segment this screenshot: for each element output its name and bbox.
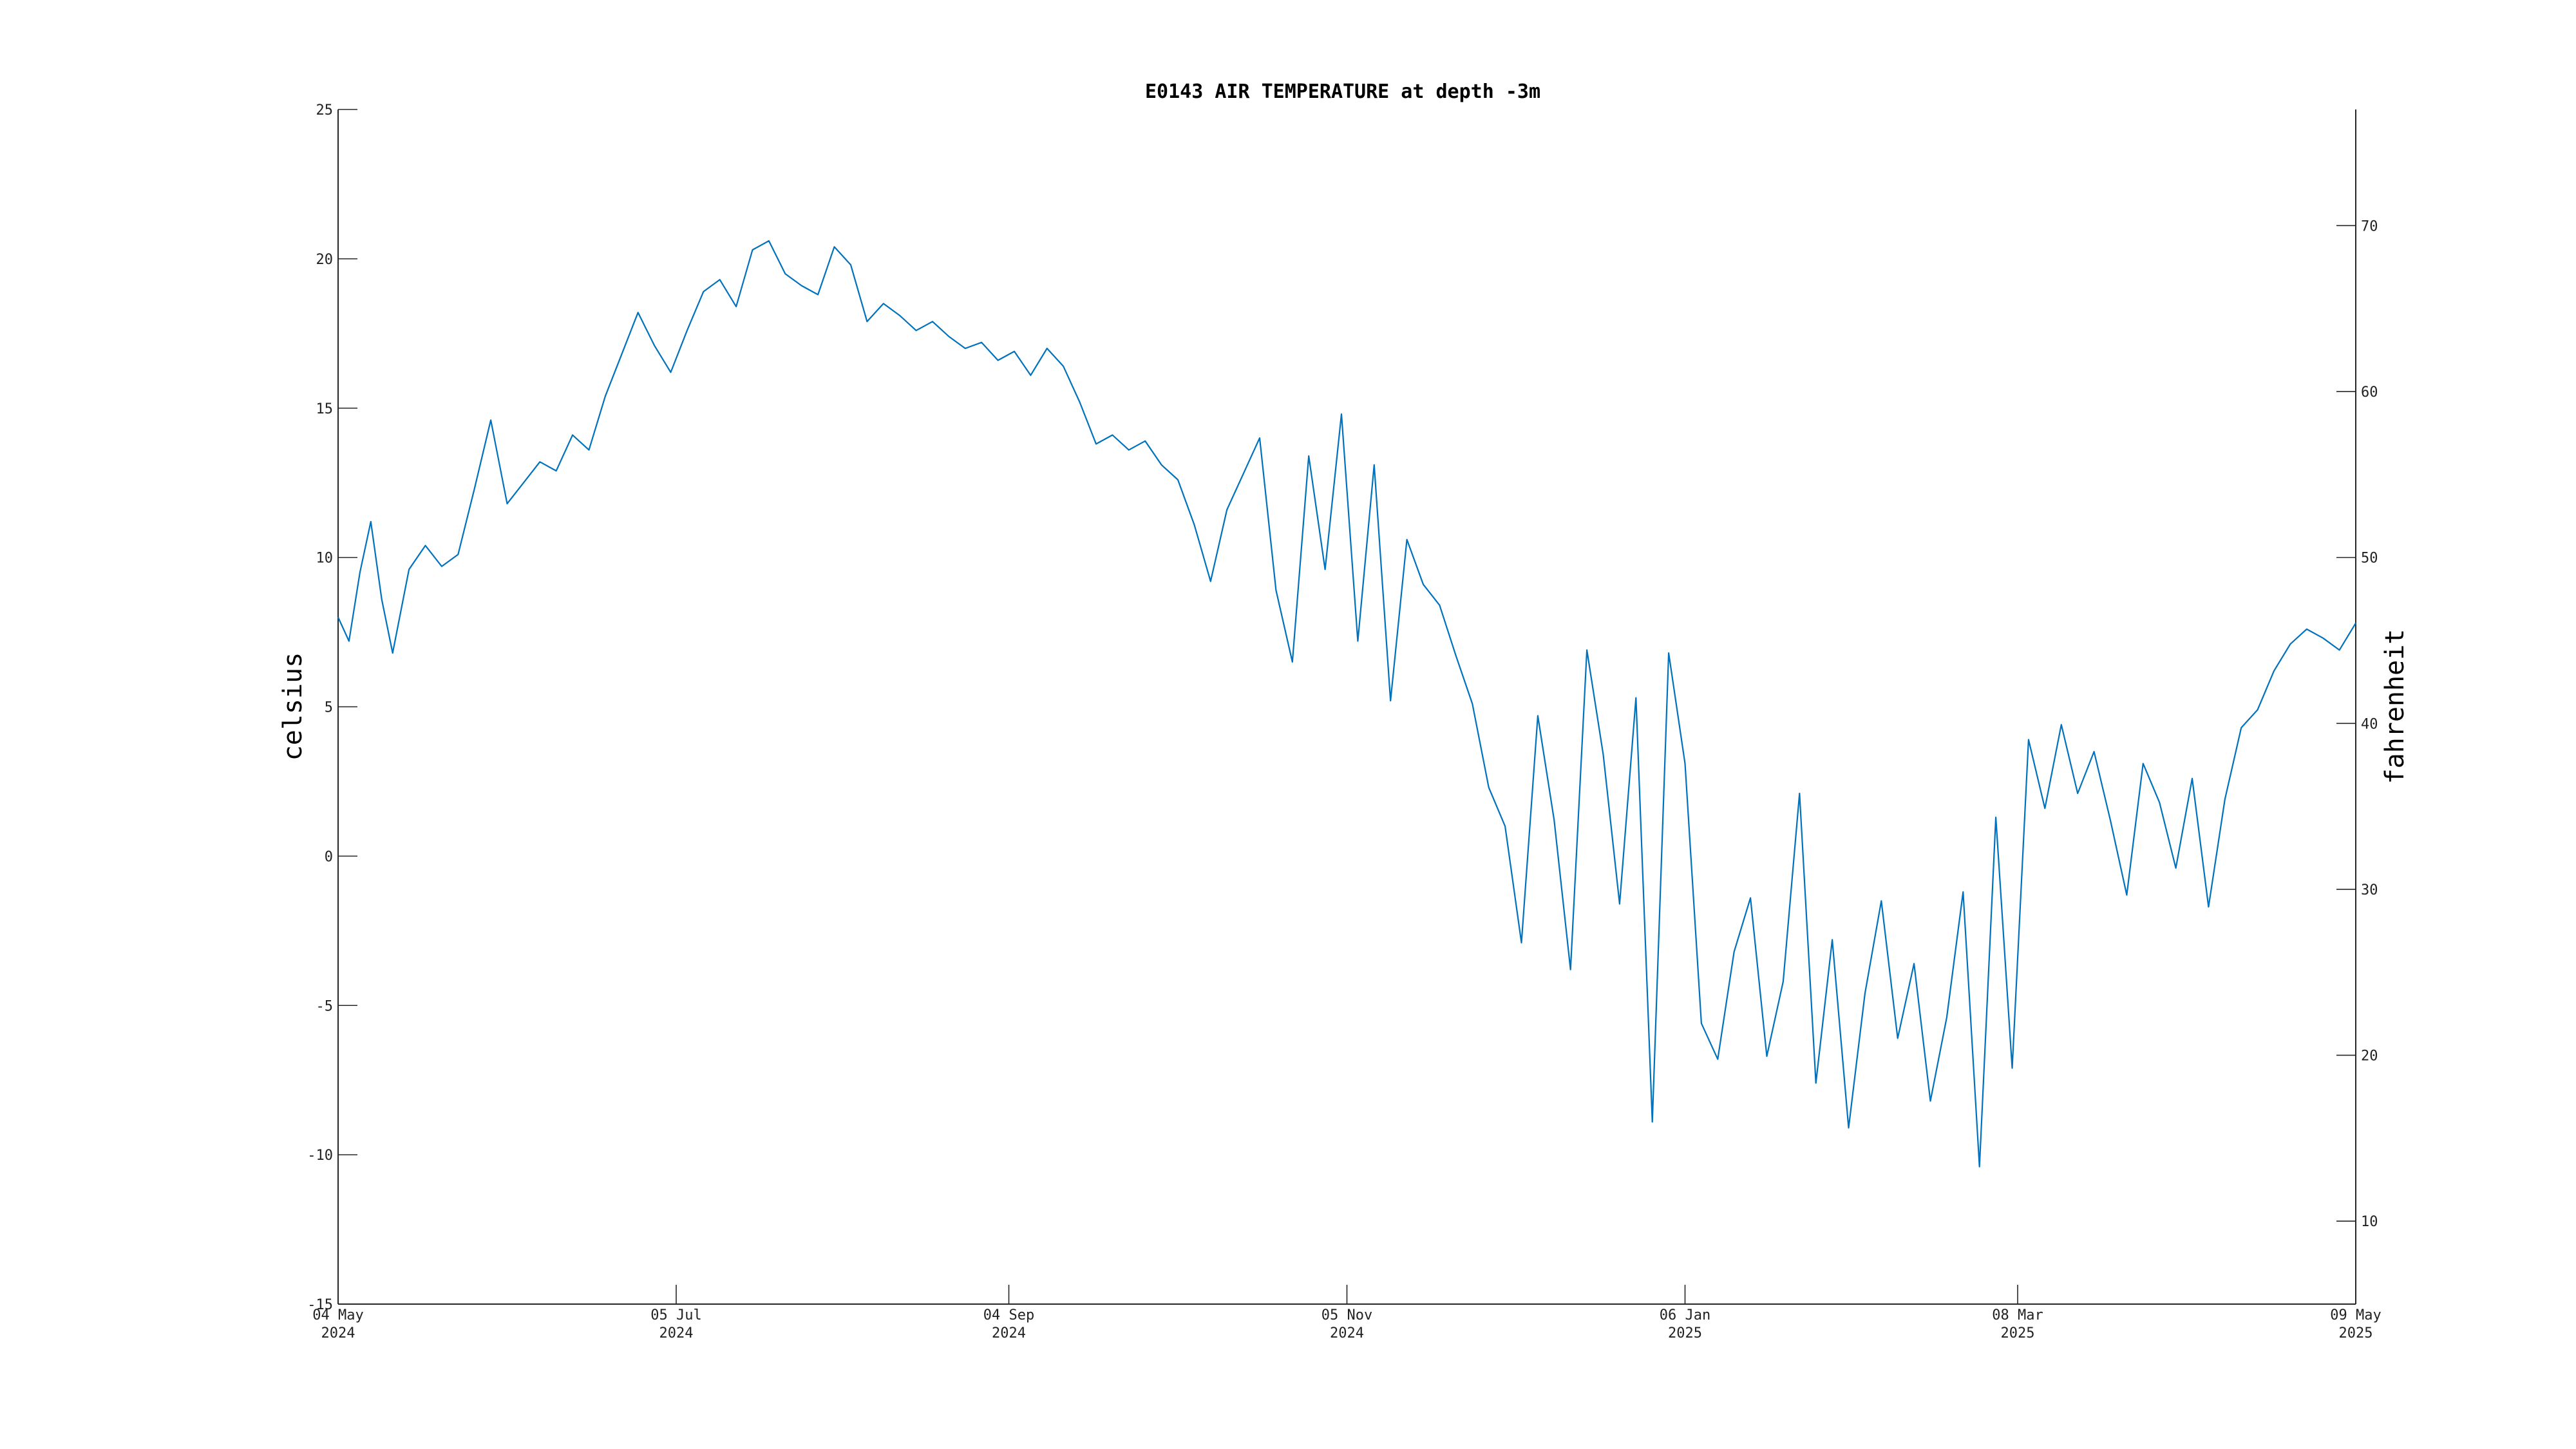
y-axis-label-right: fahrenheit [2380,629,2410,784]
y-tick-label-right: 50 [2361,551,2378,567]
x-axis: 04 May 2024 05 Jul 2024 04 Sep 2024 05 Nov 2024… [312,1285,2382,1341]
y-tick-label-right: 40 [2361,716,2378,732]
chart-title: E0143 AIR TEMPERATURE at depth -3m [1145,80,1540,103]
y-tick-label-left: 20 [316,252,334,268]
series-line-temperature [337,240,2356,1168]
x-tick-label-day: 04 May [312,1307,363,1323]
plot-frame [337,109,2356,1305]
y-tick-label-left: 10 [316,551,334,567]
y-tick-label-right: 60 [2361,384,2378,401]
x-tick-label-day: 09 May [2330,1307,2381,1323]
y-tick-label-left: 5 [325,700,333,716]
y-tick-label-left: 0 [325,849,333,865]
y-tick-label-right: 30 [2361,882,2378,898]
y-tick-label-left: -10 [307,1148,333,1164]
x-tick-label-year: 2024 [992,1325,1026,1341]
y-tick-label-left: -5 [316,998,334,1014]
y-tick-label-left: 15 [316,401,334,417]
x-tick-label-day: 04 Sep [983,1307,1034,1323]
x-tick-label-day: 06 Jan [1660,1307,1710,1323]
y-tick-label-left: 25 [316,102,334,118]
y-tick-label-right: 20 [2361,1048,2378,1065]
x-tick-label-year: 2024 [1330,1325,1364,1341]
x-tick-label-day: 08 Mar [1992,1307,2043,1323]
x-tick-label-year: 2024 [659,1325,693,1341]
y-axis-right: 10 20 30 40 50 60 70 [2336,218,2378,1230]
y-tick-label-right: 70 [2361,218,2378,234]
y-axis-left: -15 -10 -5 0 5 10 15 20 25 [307,102,357,1313]
x-tick-label-year: 2025 [2001,1325,2035,1341]
y-tick-label-right: 10 [2361,1214,2378,1230]
x-tick-label-day: 05 Jul [650,1307,701,1323]
y-axis-label-left: celsius [278,652,308,761]
x-tick-label-year: 2024 [321,1325,355,1341]
x-tick-label-day: 05 Nov [1321,1307,1372,1323]
y-tick-label-left: -15 [307,1297,333,1313]
x-tick-label-year: 2025 [2339,1325,2373,1341]
x-tick-label-year: 2025 [1668,1325,1702,1341]
